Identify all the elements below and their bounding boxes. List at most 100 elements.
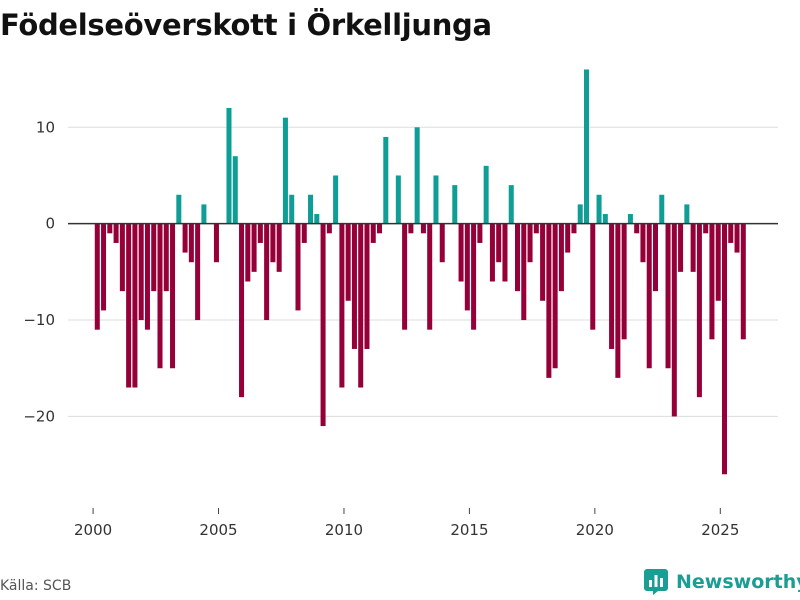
bar (170, 223, 176, 369)
bar (696, 223, 702, 398)
x-tick-label: 2005 (199, 521, 237, 539)
bar (383, 136, 389, 224)
bar (640, 223, 646, 263)
x-axis-ticks: 2000 2005 2010 2015 2020 2025 (74, 508, 739, 539)
y-tick-label: −10 (23, 311, 55, 329)
bar (571, 223, 577, 234)
bar (728, 223, 734, 243)
bar (427, 223, 433, 330)
bar (151, 223, 157, 292)
bar (94, 223, 100, 330)
source-label: Källa: SCB (0, 578, 72, 594)
bar (257, 223, 263, 243)
bar (678, 223, 684, 272)
bar (471, 223, 477, 330)
bar (483, 165, 489, 224)
x-tick-label: 2010 (325, 521, 363, 539)
bar (414, 127, 420, 224)
y-tick-label: 0 (45, 215, 55, 233)
bar (351, 223, 357, 349)
bar (119, 223, 125, 292)
bar (226, 108, 232, 224)
bar (515, 223, 521, 292)
bar (552, 223, 558, 369)
bar (508, 185, 514, 224)
bar (690, 223, 696, 272)
bar (308, 194, 314, 224)
chart-title: Födelseöverskott i Örkelljunga (0, 8, 492, 42)
bar (634, 223, 640, 234)
x-tick-label: 2000 (74, 521, 112, 539)
bar (264, 223, 270, 321)
bar (502, 223, 508, 282)
bar (195, 223, 201, 321)
bar (477, 223, 483, 243)
bar (282, 117, 288, 224)
bar (627, 214, 633, 224)
bar (565, 223, 571, 253)
brand-logo[interactable]: Newsworthy (644, 569, 800, 595)
bar (652, 223, 658, 292)
bar (527, 223, 533, 263)
bar (270, 223, 276, 263)
y-tick-label: 10 (36, 118, 55, 136)
bar (489, 223, 495, 282)
bar (358, 223, 364, 388)
bar (452, 185, 458, 224)
bar (333, 175, 339, 224)
bar (176, 194, 182, 224)
bar (659, 194, 665, 224)
bar (740, 223, 746, 340)
bar (577, 204, 583, 224)
bar (107, 223, 113, 234)
bar (464, 223, 470, 311)
bar (402, 223, 408, 330)
bar (533, 223, 539, 234)
bar (232, 156, 238, 224)
bar (101, 223, 107, 311)
bar (345, 223, 351, 301)
bar (433, 175, 439, 224)
bar (721, 223, 727, 475)
bar (521, 223, 527, 321)
newsworthy-logo-icon (644, 569, 668, 595)
bar (395, 175, 401, 224)
bar (615, 223, 621, 378)
bar (621, 223, 627, 340)
bar (113, 223, 119, 243)
bar (408, 223, 414, 234)
bar (201, 204, 207, 224)
bar (276, 223, 282, 272)
bar (715, 223, 721, 301)
bar (126, 223, 132, 388)
bar (439, 223, 445, 263)
bar (703, 223, 709, 234)
bar (163, 223, 169, 292)
bar (301, 223, 307, 243)
bar (590, 223, 596, 330)
bar (251, 223, 257, 272)
x-tick-label: 2025 (701, 521, 739, 539)
bar (320, 223, 326, 427)
bar (144, 223, 150, 330)
bars (94, 69, 746, 475)
bar (496, 223, 502, 263)
bar (420, 223, 426, 234)
bar (188, 223, 194, 263)
bar (314, 214, 320, 224)
bar (370, 223, 376, 243)
bar (245, 223, 251, 282)
bar (583, 69, 590, 224)
bar (182, 223, 188, 253)
gridlines (68, 126, 778, 417)
bar (377, 223, 383, 234)
x-tick-label: 2015 (450, 521, 488, 539)
bar (458, 223, 464, 282)
bar (709, 223, 715, 340)
brand-name: Newsworthy (676, 571, 800, 593)
bar (289, 194, 295, 224)
bar (609, 223, 615, 349)
bar (596, 194, 602, 224)
bar (734, 223, 740, 253)
